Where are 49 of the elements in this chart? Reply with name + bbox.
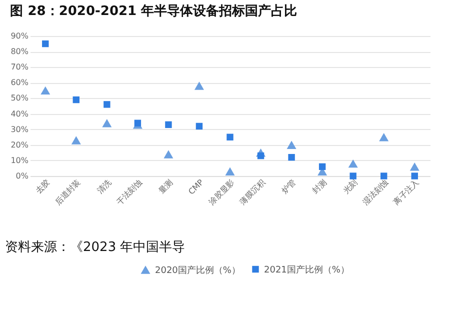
- point: [350, 172, 356, 180]
- y-tick-label: 30%: [10, 124, 29, 134]
- x-tick-label: 清洗: [95, 178, 114, 196]
- point: [164, 150, 174, 158]
- point: [42, 40, 49, 48]
- x-tick-label: 干法刻蚀: [114, 178, 144, 207]
- point: [102, 119, 112, 128]
- point: [348, 159, 358, 168]
- x-tick-label: 薄膜沉积: [238, 178, 267, 207]
- x-tick-label: 涂胶显影: [207, 178, 236, 207]
- y-tick-label: 90%: [10, 32, 29, 40]
- point: [134, 120, 142, 126]
- point: [410, 162, 420, 171]
- point: [71, 136, 81, 144]
- y-tick-label: 60%: [10, 78, 29, 88]
- y-tick-label: 20%: [10, 140, 29, 150]
- point: [226, 134, 234, 140]
- x-tick-label: 封测: [310, 178, 328, 196]
- point: [411, 172, 418, 180]
- x-tick-label: 量测: [156, 178, 175, 196]
- point: [196, 122, 203, 130]
- y-tick-label: 40%: [10, 109, 29, 118]
- point: [380, 172, 388, 180]
- x-tick-label: 炉管: [280, 178, 298, 196]
- y-tick-label: 80%: [10, 47, 29, 56]
- point: [257, 152, 264, 160]
- point: [194, 82, 204, 90]
- point: [104, 101, 110, 108]
- chart-title: 图 28：2020-2021 年半导体设备招标国产占比: [10, 3, 298, 19]
- y-tick-label: 10%: [10, 156, 29, 165]
- x-tick-label: 离子注入: [392, 178, 421, 207]
- x-tick-label: 去胶: [34, 178, 52, 196]
- point: [286, 140, 296, 149]
- point: [72, 96, 80, 104]
- x-tick-label: 后道封装: [53, 178, 82, 207]
- x-tick-label: 湿法刻蚀: [361, 178, 390, 207]
- point: [318, 163, 326, 170]
- x-tick-label: 光刻: [342, 178, 360, 196]
- point: [40, 86, 50, 95]
- legend-label: 2020国产比例（%）: [155, 264, 240, 276]
- point: [288, 154, 295, 161]
- point: [225, 167, 235, 176]
- text: 资料来源：《2023 年中国半导: [5, 240, 186, 255]
- legend-label: 2021国产比例（%）: [264, 264, 350, 276]
- point: [379, 133, 389, 142]
- y-tick-label: 0%: [16, 172, 29, 180]
- point: [165, 121, 172, 128]
- y-tick-label: 50%: [10, 94, 29, 103]
- y-tick-label: 70%: [10, 62, 29, 72]
